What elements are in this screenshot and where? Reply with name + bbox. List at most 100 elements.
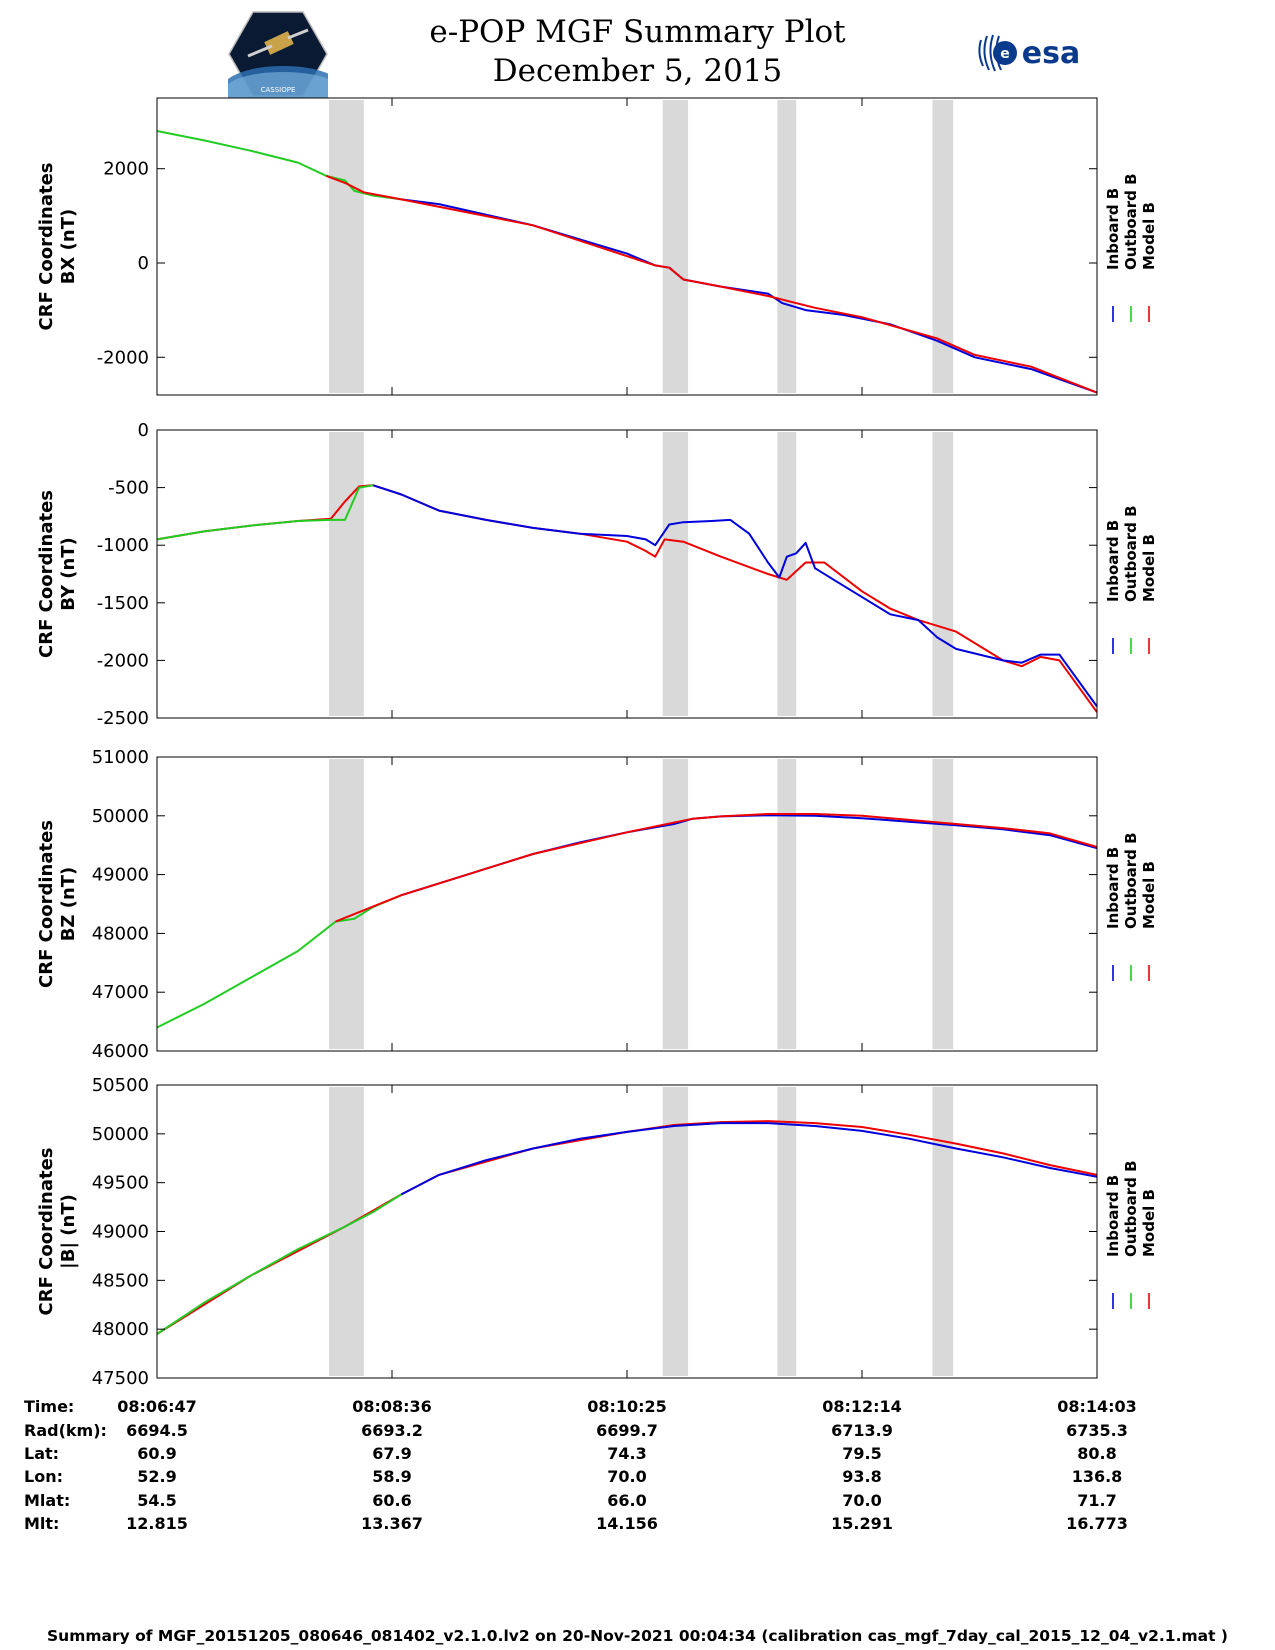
y-tick-label: 50500 [92,1075,149,1096]
legend-label: Model B [1140,202,1158,270]
shaded-band [932,759,954,1049]
shaded-band [662,1087,689,1376]
series-outboard-b [156,484,374,541]
footer-summary: Summary of MGF_20151205_080646_081402_v2… [47,1627,1228,1645]
y-tick-label: -1500 [97,593,149,614]
orbit-value: 58.9 [372,1467,412,1486]
orbit-row-label: Time: [24,1397,75,1416]
y-axis-label-line1: CRF Coordinates [36,163,57,331]
legend-label: Outboard B [1122,1160,1140,1257]
legend-label: Outboard B [1122,173,1140,270]
series-outboard-b [156,1193,402,1335]
y-tick-label: 0 [138,420,149,441]
plot-frame [156,429,1098,719]
legend: Inboard B Outboard B Model B [1104,505,1158,654]
orbit-value: 74.3 [607,1444,647,1463]
panel-bx: 2000 0 -2000 CRF CoordinatesBX (nT) Inboard … [36,97,1158,396]
orbit-value: 6693.2 [361,1421,423,1440]
y-axis-label-line1: CRF Coordinates [36,1148,57,1316]
orbit-row-label: Lon: [24,1467,63,1486]
shaded-band [329,759,364,1049]
orbit-value: 71.7 [1077,1491,1117,1510]
orbit-value: 6694.5 [126,1421,188,1440]
legend: Inboard B Outboard B Model B [1104,173,1158,322]
orbit-value: 60.9 [137,1444,177,1463]
orbit-value: 6735.3 [1066,1421,1128,1440]
shaded-band [932,1087,954,1376]
cassiope-logo: CASSIOPE [228,11,328,98]
orbit-value: 13.367 [361,1514,423,1533]
legend-label: Outboard B [1122,505,1140,602]
legend-label: Outboard B [1122,832,1140,929]
orbit-value: 67.9 [372,1444,412,1463]
y-axis-label: CRF CoordinatesBZ (nT) [36,820,79,988]
shaded-band [777,759,797,1049]
series-model-b [335,813,1098,923]
orbit-value: 15.291 [831,1514,893,1533]
orbit-value: 12.815 [126,1514,188,1533]
shaded-band [932,100,954,393]
plot-frame [156,1084,1098,1379]
orbit-row-label: Mlat: [24,1491,71,1510]
plot-frame [156,97,1098,396]
orbit-value: 136.8 [1071,1467,1123,1486]
y-tick-label: -500 [108,478,149,499]
series-outboard-b [156,130,402,201]
esa-logo: e esa [978,34,1080,72]
time-tick-label: 08:10:25 [587,1397,667,1416]
shaded-band [662,432,689,716]
orbit-value: 14.156 [596,1514,658,1533]
y-tick-label: 2000 [103,159,149,180]
shaded-band [777,100,797,393]
y-tick-label: 48000 [92,1319,149,1340]
orbit-row-label: Mlt: [24,1514,60,1533]
orbit-row-label: Rad(km): [24,1421,107,1440]
y-tick-label: 49500 [92,1173,149,1194]
y-tick-label: 48000 [92,923,149,944]
y-tick-label: -2000 [97,347,149,368]
legend-label: Inboard B [1104,847,1122,929]
y-axis-label-line2: BX (nT) [58,209,79,284]
shaded-band [777,1087,797,1376]
y-axis-label-line1: CRF Coordinates [36,820,57,988]
panel-bmag: 50500 50000 49500 49000 48500 48000 47500 CRF C… [36,1075,1158,1389]
shaded-band [777,432,797,716]
plot-frame [156,756,1098,1052]
shaded-band [329,100,364,393]
time-tick-label: 08:08:36 [352,1397,432,1416]
panel-by: 0 -500 -1000 -1500 -2000 -2500 CRF Coordinates… [36,420,1158,729]
legend-label: Model B [1140,861,1158,929]
orbit-value: 54.5 [137,1491,177,1510]
series-inboard-b [401,198,1098,394]
shaded-band [662,100,689,393]
orbit-value: 80.8 [1077,1444,1117,1463]
legend: Inboard B Outboard B Model B [1104,832,1158,981]
y-tick-label: 48500 [92,1270,149,1291]
y-tick-label: 47500 [92,1368,149,1389]
time-tick-label: 08:12:14 [822,1397,902,1416]
y-tick-label: -2000 [97,650,149,671]
y-axis-label-line2: BZ (nT) [58,867,79,942]
shaded-band [932,432,954,716]
orbit-value: 60.6 [372,1491,412,1510]
y-tick-label: 49000 [92,865,149,886]
y-tick-label: 51000 [92,747,149,768]
orbit-value: 70.0 [842,1491,882,1510]
series-model-b [156,1120,1098,1335]
y-tick-label: 46000 [92,1041,149,1062]
legend-label: Inboard B [1104,1175,1122,1257]
legend-label: Model B [1140,534,1158,602]
orbit-value: 6699.7 [596,1421,658,1440]
time-tick-label: 08:06:47 [117,1397,197,1416]
orbit-value: 16.773 [1066,1514,1128,1533]
legend-label: Model B [1140,1189,1158,1257]
orbit-value: 93.8 [842,1467,882,1486]
y-axis-label-line2: BY (nT) [58,537,79,611]
y-tick-label: 49000 [92,1222,149,1243]
orbit-value: 79.5 [842,1444,882,1463]
y-tick-label: -2500 [97,708,149,729]
series-outboard-b [156,894,402,1029]
plot-title: e-POP MGF Summary Plot [429,14,846,50]
legend: Inboard B Outboard B Model B [1104,1160,1158,1309]
